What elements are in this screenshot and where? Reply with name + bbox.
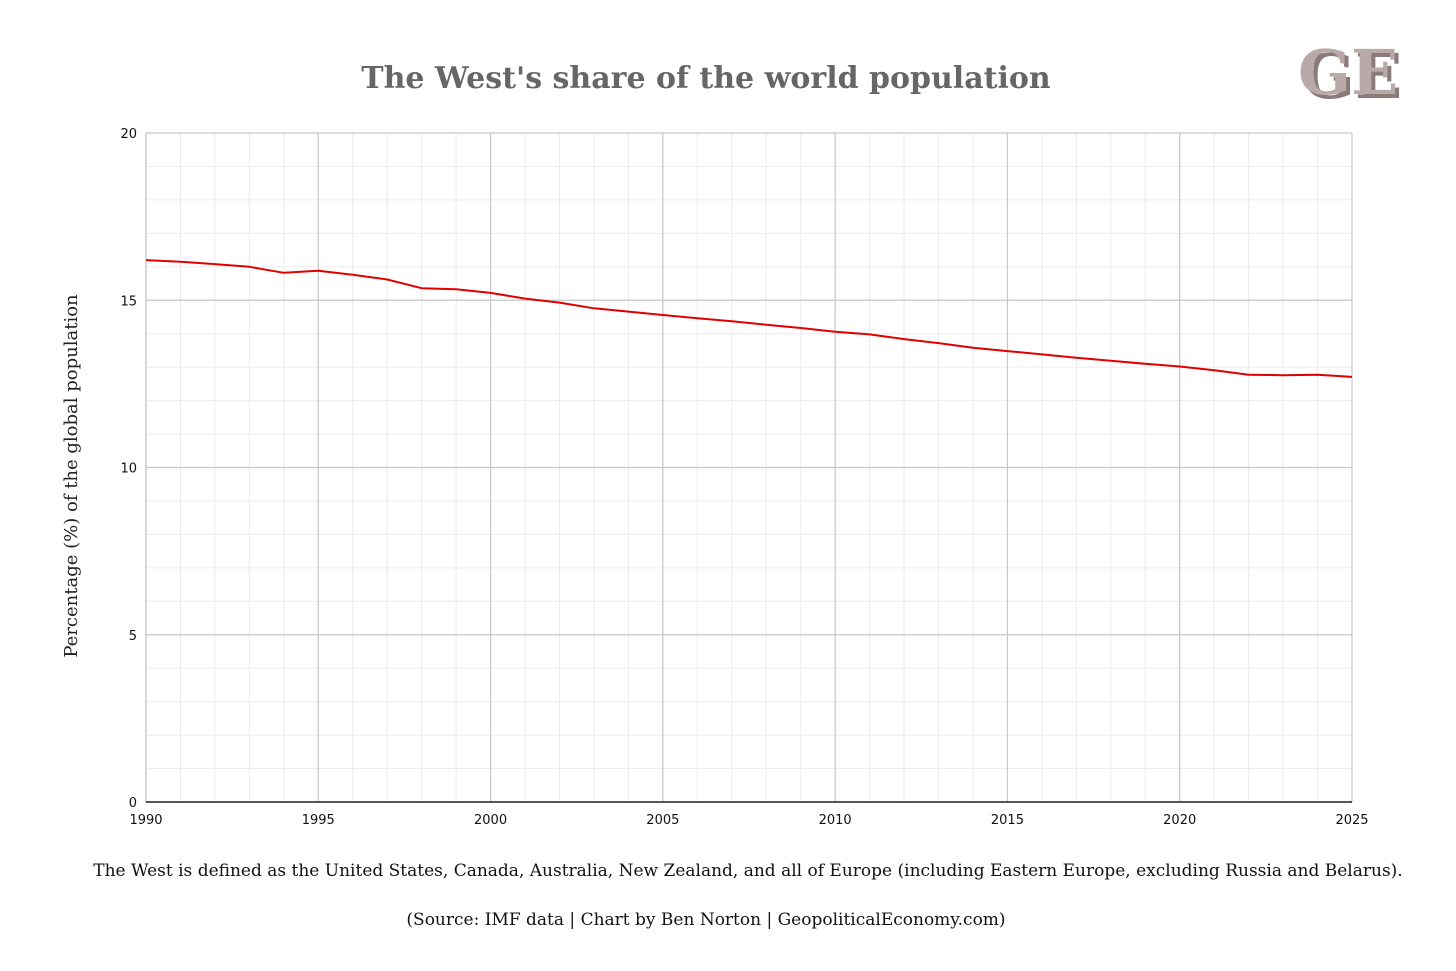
x-tick-label: 2010 xyxy=(819,813,852,828)
x-tick-label: 2000 xyxy=(474,813,507,828)
series-line-the-west xyxy=(145,259,1353,378)
definition-note: The West is defined as the United States… xyxy=(93,861,1402,881)
x-tick-label: 1990 xyxy=(129,813,162,828)
source-note: (Source: IMF data | Chart by Ben Norton … xyxy=(406,910,1005,930)
axes xyxy=(145,133,1352,803)
logo-shadow: GE xyxy=(1302,40,1402,113)
x-tick-labels: 1990 1995 2000 2005 2010 2015 2020 2025 xyxy=(129,813,1368,828)
x-tick-label: 2015 xyxy=(991,813,1024,828)
x-tick-label: 2020 xyxy=(1163,813,1196,828)
logo-mark: GE xyxy=(1298,36,1398,109)
y-tick-label: 0 xyxy=(129,796,137,811)
y-tick-label: 5 xyxy=(129,629,137,644)
chart-title: The West's share of the world population xyxy=(361,61,1051,96)
x-tick-label: 2025 xyxy=(1335,813,1368,828)
x-tick-label: 1995 xyxy=(302,813,335,828)
ge-logo: GE GE xyxy=(1298,36,1402,113)
y-tick-label: 10 xyxy=(120,462,137,477)
y-axis-label: Percentage (%) of the global population xyxy=(61,294,82,658)
x-tick-label: 2005 xyxy=(646,813,679,828)
y-tick-label: 20 xyxy=(120,127,137,142)
y-tick-label: 15 xyxy=(120,294,137,309)
data-series xyxy=(145,259,1353,378)
y-tick-labels: 0 5 10 15 20 xyxy=(120,127,137,811)
